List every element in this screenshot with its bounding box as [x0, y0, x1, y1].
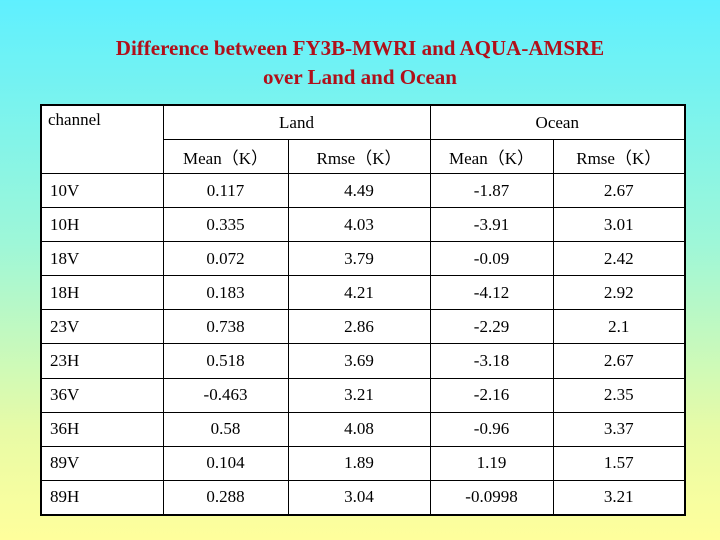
ocean-rmse-cell: 3.01 [552, 207, 686, 243]
ocean-mean-cell: 1.19 [429, 445, 554, 481]
channel-cell: 89H [40, 479, 164, 516]
ocean-rmse-cell: 2.92 [552, 275, 686, 311]
channel-cell: 36H [40, 411, 164, 447]
ocean-mean-cell: -4.12 [429, 275, 554, 311]
ocean-mean-cell: -3.18 [429, 343, 554, 379]
page-title: Difference between FY3B-MWRI and AQUA-AM… [0, 34, 720, 92]
land-mean-cell: 0.518 [162, 343, 289, 379]
title-line-2: over Land and Ocean [263, 65, 457, 89]
land-rmse-cell: 2.86 [287, 309, 431, 345]
land-mean-cell: 0.183 [162, 275, 289, 311]
table-row: 36V -0.463 3.21 -2.16 2.35 [40, 377, 686, 413]
land-rmse-header: Rmse（K） [287, 139, 431, 174]
land-rmse-cell: 4.08 [287, 411, 431, 447]
land-mean-cell: 0.335 [162, 207, 289, 243]
channel-cell: 10V [40, 172, 164, 209]
title-line-1: Difference between FY3B-MWRI and AQUA-AM… [115, 36, 605, 60]
ocean-rmse-cell: 3.21 [552, 479, 686, 516]
table-row: 89V 0.104 1.89 1.19 1.57 [40, 445, 686, 481]
ocean-header: Ocean [429, 104, 686, 140]
land-rmse-cell: 4.03 [287, 207, 431, 243]
table-row: 36H 0.58 4.08 -0.96 3.37 [40, 411, 686, 447]
ocean-rmse-cell: 2.42 [552, 241, 686, 277]
table-row: 23V 0.738 2.86 -2.29 2.1 [40, 309, 686, 345]
ocean-mean-cell: -0.0998 [429, 479, 554, 516]
land-rmse-cell: 3.69 [287, 343, 431, 379]
ocean-mean-cell: -0.96 [429, 411, 554, 447]
ocean-mean-cell: -2.16 [429, 377, 554, 413]
land-mean-cell: 0.738 [162, 309, 289, 345]
table-row: 10H 0.335 4.03 -3.91 3.01 [40, 207, 686, 243]
table-row: 23H 0.518 3.69 -3.18 2.67 [40, 343, 686, 379]
ocean-rmse-header: Rmse（K） [552, 139, 686, 174]
ocean-mean-cell: -1.87 [429, 172, 554, 209]
channel-header: channel [40, 104, 164, 174]
land-mean-cell: 0.288 [162, 479, 289, 516]
land-rmse-cell: 3.21 [287, 377, 431, 413]
table-row: 18H 0.183 4.21 -4.12 2.92 [40, 275, 686, 311]
channel-cell: 23H [40, 343, 164, 379]
ocean-rmse-cell: 2.67 [552, 343, 686, 379]
channel-cell: 89V [40, 445, 164, 481]
land-mean-cell: 0.104 [162, 445, 289, 481]
ocean-mean-cell: -2.29 [429, 309, 554, 345]
land-mean-cell: 0.072 [162, 241, 289, 277]
land-mean-cell: -0.463 [162, 377, 289, 413]
channel-cell: 18V [40, 241, 164, 277]
ocean-mean-cell: -0.09 [429, 241, 554, 277]
channel-cell: 10H [40, 207, 164, 243]
channel-cell: 36V [40, 377, 164, 413]
channel-cell: 23V [40, 309, 164, 345]
land-rmse-cell: 3.79 [287, 241, 431, 277]
land-header: Land [162, 104, 431, 140]
ocean-mean-cell: -3.91 [429, 207, 554, 243]
ocean-mean-header: Mean（K） [429, 139, 554, 174]
ocean-rmse-cell: 2.35 [552, 377, 686, 413]
land-mean-cell: 0.117 [162, 172, 289, 209]
table-row: 18V 0.072 3.79 -0.09 2.42 [40, 241, 686, 277]
land-rmse-cell: 1.89 [287, 445, 431, 481]
ocean-rmse-cell: 1.57 [552, 445, 686, 481]
ocean-rmse-cell: 3.37 [552, 411, 686, 447]
land-rmse-cell: 3.04 [287, 479, 431, 516]
land-rmse-cell: 4.49 [287, 172, 431, 209]
comparison-table: channel Land Ocean Mean（K） Rmse（K） Mean（… [40, 104, 687, 516]
land-rmse-cell: 4.21 [287, 275, 431, 311]
table-row: 10V 0.117 4.49 -1.87 2.67 [40, 172, 686, 209]
ocean-rmse-cell: 2.67 [552, 172, 686, 209]
land-mean-header: Mean（K） [162, 139, 289, 174]
ocean-rmse-cell: 2.1 [552, 309, 686, 345]
channel-cell: 18H [40, 275, 164, 311]
table-row: 89H 0.288 3.04 -0.0998 3.21 [40, 479, 686, 516]
land-mean-cell: 0.58 [162, 411, 289, 447]
